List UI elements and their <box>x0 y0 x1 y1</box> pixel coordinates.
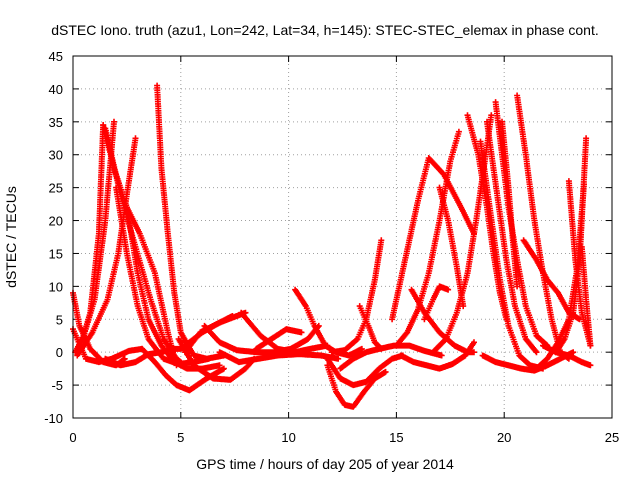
series-arc13 <box>175 336 258 383</box>
data-point-markers <box>520 237 583 323</box>
series-arc14 <box>182 309 249 356</box>
y-tick-label: 25 <box>49 181 63 196</box>
data-point-markers <box>324 352 406 389</box>
x-tick-label: 0 <box>69 430 76 445</box>
y-tick-label: 45 <box>49 49 63 64</box>
x-tick-label: 10 <box>281 430 295 445</box>
data-point-markers <box>499 118 521 290</box>
y-tick-label: 5 <box>56 312 63 327</box>
y-axis-label: dSTEC / TECUs <box>3 186 19 288</box>
series-arc27 <box>393 128 462 349</box>
series-arc20 <box>324 362 389 410</box>
series-arc24 <box>356 303 385 352</box>
data-point-markers <box>76 122 107 352</box>
data-point-markers <box>540 342 594 369</box>
tick-labels: 0 5 10 15 20 25 -10 -5 0 5 10 15 20 25 30 35 40 45 <box>44 49 619 445</box>
y-tick-label: -5 <box>51 378 63 393</box>
data-point-markers <box>154 82 227 362</box>
y-tick-label: 40 <box>49 82 63 97</box>
data-point-markers <box>421 283 452 323</box>
series-arc21 <box>324 352 406 389</box>
y-tick-label: 30 <box>49 148 63 163</box>
series-arc31 <box>436 184 467 310</box>
data-point-markers <box>477 138 546 372</box>
data-point-markers <box>578 243 594 349</box>
data-point-markers <box>253 326 305 352</box>
y-tick-label: 35 <box>49 115 63 130</box>
data-point-markers <box>175 336 258 383</box>
series-arc38 <box>520 237 583 323</box>
series-arc12 <box>139 345 227 394</box>
series-arc34 <box>484 118 540 356</box>
series-arc29 <box>421 283 452 323</box>
data-point-markers <box>356 303 385 352</box>
data-point-markers <box>328 237 385 356</box>
x-tick-label: 25 <box>605 430 619 445</box>
series-arc10 <box>154 82 227 362</box>
series-arc30 <box>430 112 495 356</box>
data-point-markers <box>74 135 139 359</box>
series-arc33 <box>477 138 546 372</box>
data-point-markers <box>182 309 249 356</box>
y-tick-label: -10 <box>44 411 63 426</box>
data-point-markers <box>216 349 342 366</box>
data-point-markers <box>393 128 462 349</box>
series-arc18 <box>253 326 305 352</box>
plot-area <box>70 82 594 410</box>
series-arc22 <box>328 237 385 356</box>
series-arc04 <box>74 135 139 359</box>
series-arc44 <box>540 342 594 369</box>
chart-title: dSTEC Iono. truth (azu1, Lon=242, Lat=34… <box>51 22 598 38</box>
data-point-markers <box>139 345 227 394</box>
y-tick-label: 20 <box>49 214 63 229</box>
x-tick-label: 5 <box>177 430 184 445</box>
x-axis-label: GPS time / hours of day 205 of year 2014 <box>196 456 454 472</box>
y-tick-label: 0 <box>56 345 63 360</box>
y-tick-label: 10 <box>49 279 63 294</box>
series-arc43 <box>578 243 594 349</box>
series-arc05 <box>76 122 107 352</box>
data-point-markers <box>324 362 389 410</box>
x-tick-label: 15 <box>389 430 403 445</box>
data-point-markers <box>436 184 467 310</box>
y-tick-label: 15 <box>49 246 63 261</box>
series-arc36 <box>499 118 521 290</box>
plot-frame <box>72 55 613 419</box>
data-point-markers <box>484 118 540 356</box>
data-point-markers <box>430 112 495 356</box>
x-tick-label: 20 <box>497 430 511 445</box>
series-arc17 <box>216 349 342 366</box>
